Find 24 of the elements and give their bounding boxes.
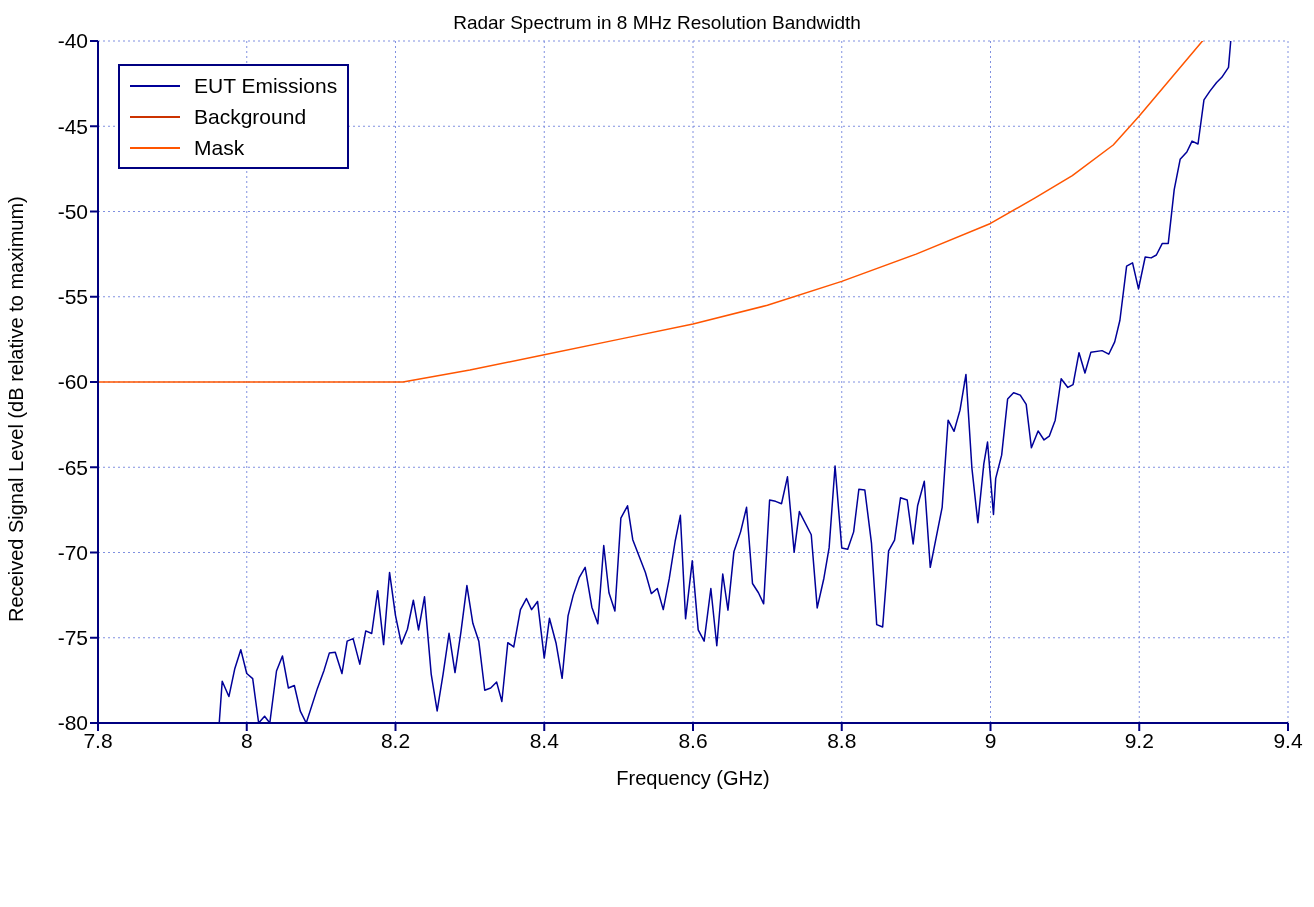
x-tick-label: 8: [240, 728, 253, 752]
legend-label: Mask: [194, 135, 245, 160]
x-tick-label: 8.2: [380, 728, 411, 752]
x-tick-label: 9: [984, 728, 997, 752]
line-series: [98, 41, 1204, 383]
x-tick-label: 8.6: [678, 728, 708, 752]
chart-title: Radar Spectrum in 8 MHz Resolution Bandwidth: [453, 12, 861, 33]
y-tick-label: -45: [57, 114, 88, 138]
legend-label: Background: [194, 104, 307, 129]
y-tick-label: -60: [57, 370, 88, 394]
y-tick-label: -80: [57, 711, 88, 735]
x-tick-label: 9.4: [1273, 728, 1303, 752]
y-tick-label: -40: [57, 29, 88, 53]
legend-label: EUT Emissions: [194, 73, 338, 98]
x-tick-label: 9.2: [1124, 728, 1154, 752]
x-tick-label: 8.8: [827, 728, 857, 752]
x-axis-title: Frequency (GHz): [616, 767, 770, 789]
y-tick-label: -65: [57, 455, 88, 479]
y-tick-label: -70: [57, 540, 88, 564]
x-tick-label: 8.4: [529, 728, 560, 752]
y-axis-title: Received Signal Level (dB relative to maximum): [5, 196, 28, 622]
y-tick-label: -55: [57, 285, 88, 309]
y-tick-label: -50: [57, 199, 88, 223]
y-tick-label: -75: [57, 626, 88, 650]
